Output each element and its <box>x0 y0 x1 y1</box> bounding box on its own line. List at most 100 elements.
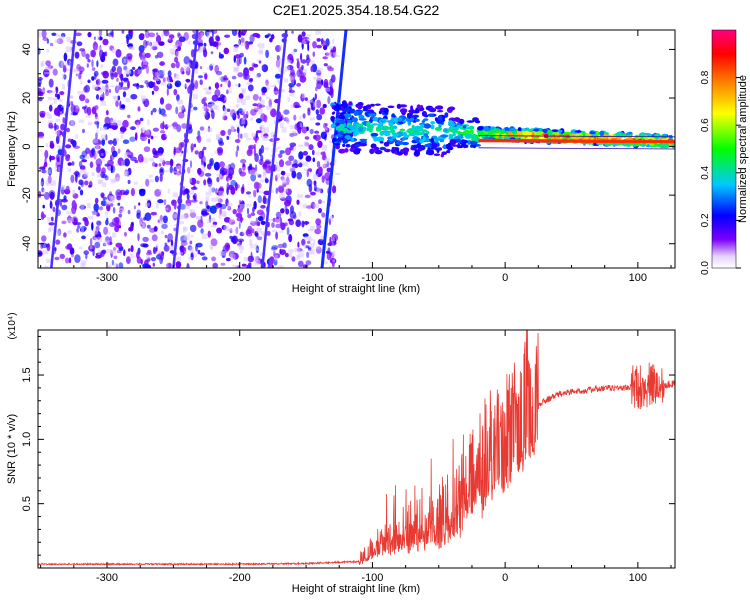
noise-wash <box>229 88 232 93</box>
noise-blob <box>234 139 241 143</box>
noise-wash <box>262 135 269 141</box>
noise-blob <box>62 117 66 124</box>
x-tick-label: 0 <box>502 272 508 284</box>
noise-blob <box>296 172 303 180</box>
noise-blob <box>144 52 151 59</box>
noise-wash <box>155 202 159 209</box>
noise-wash <box>55 130 60 135</box>
noise-blob <box>248 262 252 267</box>
noise-wash <box>145 254 150 259</box>
signal-blob <box>388 126 395 131</box>
noise-blob <box>103 226 109 235</box>
noise-blob <box>150 110 153 116</box>
noise-blob <box>106 217 109 221</box>
noise-wash <box>184 66 190 72</box>
noise-blob <box>167 239 170 243</box>
noise-wash <box>277 146 281 150</box>
noise-blob <box>177 46 182 52</box>
noise-blob <box>129 136 136 142</box>
noise-blob <box>301 126 308 134</box>
noise-blob <box>254 137 258 144</box>
noise-blob <box>131 66 136 70</box>
signal-blob <box>359 138 368 142</box>
noise-wash <box>194 253 197 258</box>
noise-wash <box>288 251 293 257</box>
noise-blob <box>240 133 243 139</box>
noise-blob <box>308 144 314 151</box>
noise-blob <box>316 38 321 42</box>
noise-wash <box>211 197 217 202</box>
noise-blob <box>216 41 219 50</box>
noise-wash <box>260 133 264 139</box>
noise-blob <box>210 238 218 247</box>
transition-speck <box>348 101 353 106</box>
noise-wash <box>324 127 328 131</box>
noise-blob <box>264 177 268 183</box>
noise-wash <box>154 136 157 139</box>
noise-wash <box>165 76 170 82</box>
noise-wash <box>241 118 246 125</box>
noise-wash <box>77 90 84 95</box>
noise-blob <box>197 42 204 47</box>
signal-blob <box>371 123 379 126</box>
noise-wash <box>250 169 256 175</box>
signal-blob <box>402 120 407 123</box>
signal-blob <box>462 127 467 131</box>
noise-blob <box>164 242 168 247</box>
noise-wash <box>259 124 265 130</box>
noise-blob <box>97 150 103 155</box>
noise-wash <box>102 158 106 162</box>
noise-blob <box>327 96 331 105</box>
noise-wash <box>228 178 231 182</box>
noise-wash <box>124 171 128 177</box>
noise-wash <box>148 174 154 178</box>
noise-blob <box>302 150 308 156</box>
noise-blob <box>158 163 162 167</box>
noise-blob <box>88 184 92 188</box>
noise-wash <box>69 95 73 98</box>
noise-blob <box>227 128 232 136</box>
noise-wash <box>111 48 117 53</box>
signal-blob <box>434 126 442 131</box>
noise-blob <box>231 30 238 37</box>
noise-blob <box>134 119 141 126</box>
noise-blob <box>52 68 58 76</box>
noise-wash <box>188 232 191 235</box>
noise-blob <box>189 240 193 245</box>
noise-wash <box>307 37 311 41</box>
noise-wash <box>61 73 65 79</box>
signal-blob <box>421 120 426 123</box>
noise-blob <box>42 37 49 41</box>
noise-blob <box>322 151 326 161</box>
noise-blob <box>220 262 226 266</box>
noise-blob <box>201 256 208 261</box>
noise-wash <box>159 158 165 162</box>
noise-blob <box>48 104 53 112</box>
noise-wash <box>72 189 75 196</box>
noise-blob <box>70 174 75 183</box>
signal-blob <box>446 146 454 151</box>
noise-blob <box>146 82 149 88</box>
noise-blob <box>232 209 237 215</box>
noise-blob <box>278 159 285 168</box>
noise-wash <box>96 129 99 134</box>
noise-blob <box>176 94 180 102</box>
noise-blob <box>101 52 106 57</box>
noise-blob <box>49 140 54 146</box>
noise-blob <box>241 263 247 267</box>
noise-blob <box>252 32 260 38</box>
noise-blob <box>321 175 325 183</box>
noise-blob <box>159 97 165 105</box>
signal-blob <box>342 143 346 147</box>
noise-blob <box>280 170 286 176</box>
noise-wash <box>61 105 65 108</box>
signal-blob <box>542 128 548 134</box>
noise-blob <box>275 223 282 229</box>
noise-blob <box>124 158 130 167</box>
noise-blob <box>170 239 174 247</box>
signal-blob <box>413 150 420 157</box>
noise-blob <box>253 200 257 210</box>
noise-blob <box>120 73 124 82</box>
noise-blob <box>146 224 151 229</box>
